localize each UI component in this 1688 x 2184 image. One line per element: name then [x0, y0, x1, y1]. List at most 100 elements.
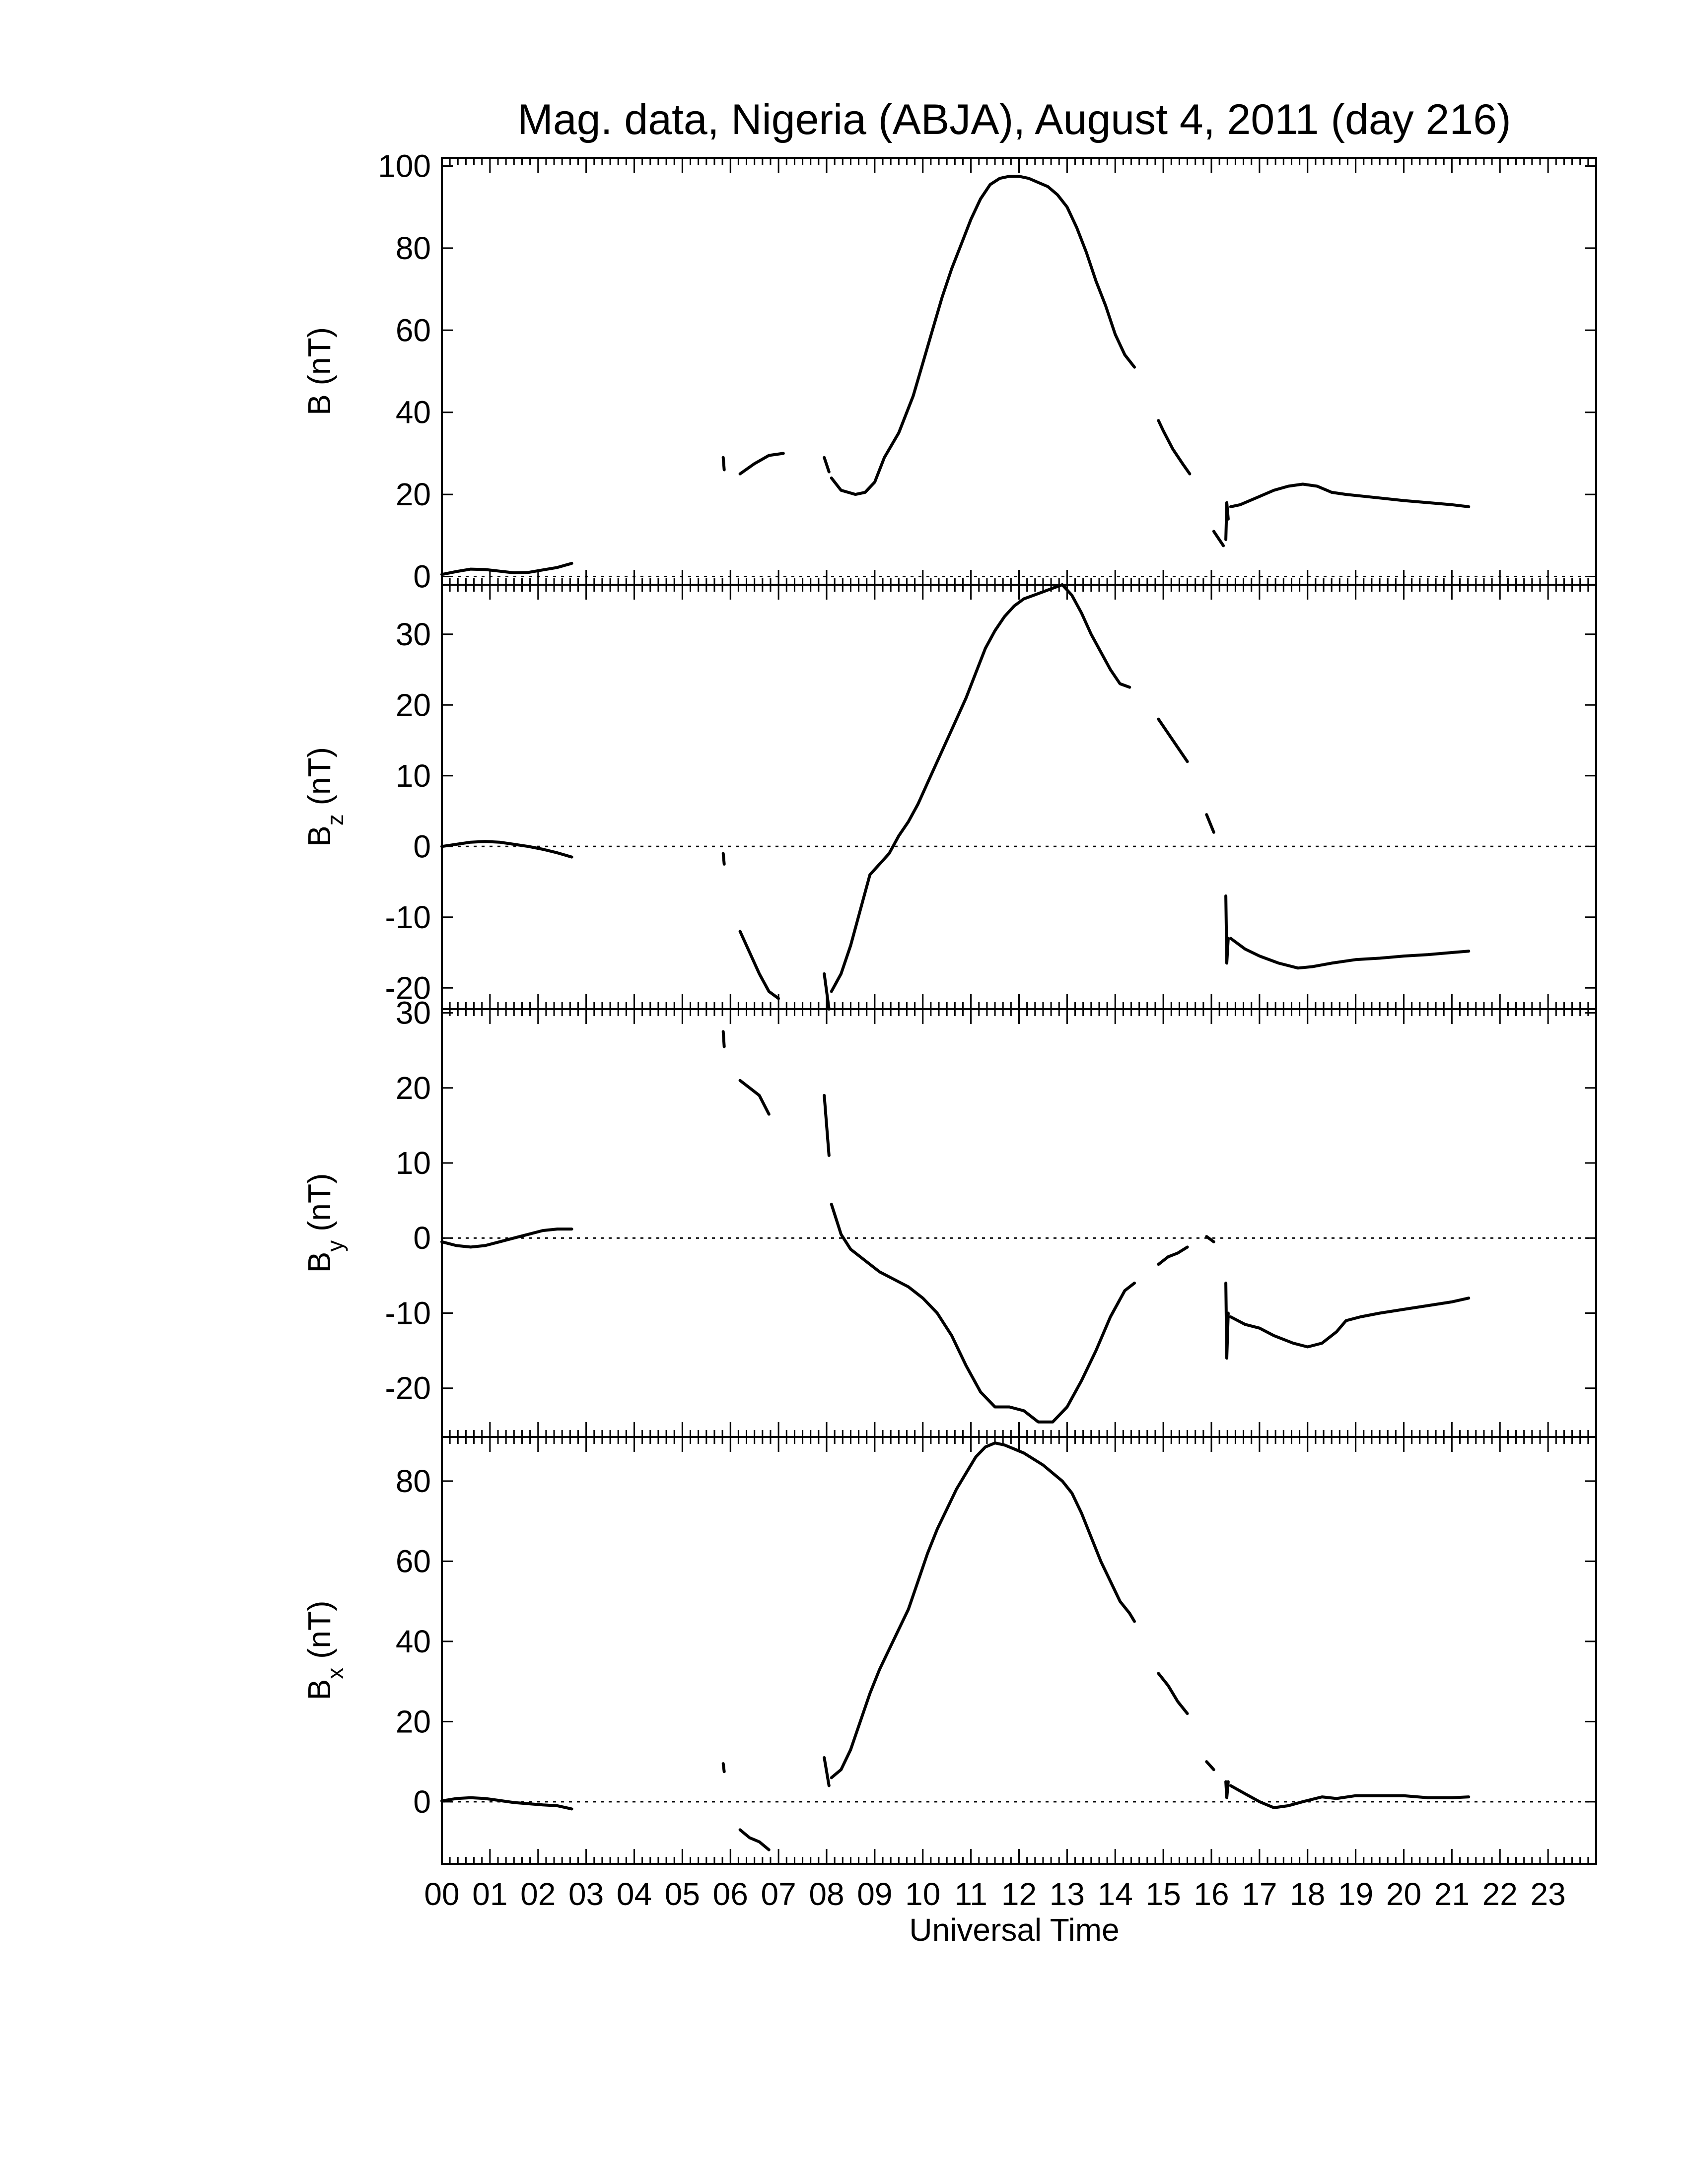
- x-tick-label: 18: [1290, 1876, 1325, 1912]
- y-tick-label: 80: [396, 230, 431, 266]
- series-line-segment: [721, 456, 726, 472]
- x-tick-label: 23: [1531, 1876, 1566, 1912]
- y-tick-label: 30: [396, 995, 431, 1031]
- series-line-segment: [1229, 1784, 1471, 1809]
- series-line-segment: [823, 1756, 831, 1787]
- y-tick-label: 60: [396, 1543, 431, 1579]
- x-tick-label: 08: [809, 1876, 844, 1912]
- series-line-segment: [1224, 1282, 1230, 1360]
- x-tick-labels: 00 01 02 03 04 05 06 07 08 09 10 11 12 13 14 15 16 17 18 19…: [424, 1876, 1565, 1912]
- series-line-segment: [1224, 894, 1230, 965]
- x-tick-label: 14: [1098, 1876, 1133, 1912]
- series-line-segment: [1229, 937, 1471, 970]
- y-tick-label: -10: [385, 1295, 431, 1331]
- series-line-segment: [1224, 1780, 1230, 1799]
- series-line-segment: [721, 1762, 726, 1774]
- panel-frame: [441, 1436, 1597, 1865]
- x-tick-label: 06: [713, 1876, 748, 1912]
- series-line-segment: [440, 840, 573, 859]
- x-tick-label: 15: [1146, 1876, 1181, 1912]
- series-line-segment: [1157, 1245, 1189, 1266]
- x-tick-label: 22: [1482, 1876, 1518, 1912]
- series-line-segment: [830, 1441, 1136, 1779]
- series-line-segment: [1157, 1672, 1189, 1715]
- panel-frame: [441, 584, 1597, 1010]
- y-tick-label: 60: [396, 312, 431, 348]
- y-axis-label: Bx (nT): [301, 1601, 348, 1701]
- series-line-segment: [1205, 1235, 1215, 1243]
- y-tick-label: 80: [396, 1463, 431, 1499]
- y-tick-label: -20: [385, 970, 431, 1006]
- y-tick-label: 40: [396, 395, 431, 430]
- x-tick-label: 11: [954, 1876, 987, 1912]
- x-tick-label: 12: [1001, 1876, 1037, 1912]
- series-line-segment: [721, 1030, 726, 1048]
- x-tick-label: 20: [1386, 1876, 1421, 1912]
- y-tick-label: 0: [413, 558, 431, 594]
- x-tick-label: 05: [665, 1876, 700, 1912]
- series-line-segment: [1205, 813, 1215, 834]
- series-line-segment: [823, 456, 831, 474]
- series-line-segment: [823, 972, 831, 1011]
- series-line-segment: [1229, 1297, 1471, 1349]
- series-line-segment: [1212, 530, 1225, 547]
- y-tick-label: 40: [396, 1624, 431, 1659]
- x-tick-label: 04: [617, 1876, 652, 1912]
- y-tick-label: 0: [413, 1220, 431, 1256]
- y-axis-label: B (nT): [301, 327, 337, 415]
- y-tick-label: 10: [396, 758, 431, 794]
- series-line-segment: [738, 930, 780, 1000]
- series-line-segment: [738, 452, 785, 476]
- x-tick-label: 10: [905, 1876, 940, 1912]
- x-tick-label: 07: [761, 1876, 796, 1912]
- x-tick-label: 17: [1242, 1876, 1277, 1912]
- y-tick-label: -10: [385, 899, 431, 935]
- series-line-segment: [1205, 1760, 1215, 1772]
- series-line-segment: [823, 1093, 831, 1157]
- series-line-segment: [1229, 482, 1471, 508]
- y-tick-label: 0: [413, 1784, 431, 1820]
- y-tick-label: 20: [396, 477, 431, 512]
- y-tick-label: 30: [396, 616, 431, 652]
- x-tick-label: 13: [1050, 1876, 1085, 1912]
- panel-3: 0 20 40 60 80 Bx (nT): [301, 1436, 1597, 1865]
- series-line-segment: [1157, 419, 1192, 476]
- panel-1: -20 -10 0 10 20 30 Bz (nT): [301, 583, 1597, 1011]
- x-tick-label: 16: [1194, 1876, 1229, 1912]
- series-line-segment: [738, 1828, 771, 1851]
- y-tick-label: 20: [396, 687, 431, 723]
- y-tick-label: 20: [396, 1704, 431, 1739]
- x-tick-label: 19: [1338, 1876, 1373, 1912]
- panel-2: -20 -10 0 10 20 30 By (nT): [301, 995, 1597, 1438]
- y-tick-label: 0: [413, 828, 431, 864]
- y-tick-label: 10: [396, 1145, 431, 1181]
- x-tick-label: 01: [472, 1876, 507, 1912]
- x-tick-label: 00: [424, 1876, 459, 1912]
- series-line-segment: [830, 1203, 1136, 1424]
- y-axis-label: Bz (nT): [301, 747, 348, 847]
- series-line-segment: [1224, 501, 1230, 541]
- series-line-segment: [440, 562, 573, 576]
- x-tick-label: 21: [1434, 1876, 1470, 1912]
- panel-frame: [441, 1008, 1597, 1438]
- series-line-segment: [440, 1228, 573, 1249]
- series-line-segment: [830, 583, 1131, 993]
- x-tick-label: 03: [568, 1876, 604, 1912]
- y-tick-label: 20: [396, 1070, 431, 1106]
- y-axis-label: By (nT): [301, 1173, 348, 1273]
- x-tick-label: 09: [857, 1876, 892, 1912]
- series-line-segment: [440, 1796, 573, 1811]
- y-tick-label: -20: [385, 1370, 431, 1406]
- x-axis-label: Universal Time: [909, 1912, 1119, 1948]
- series-line-segment: [830, 175, 1136, 496]
- series-line-segment: [738, 1079, 771, 1116]
- x-tick-label: 02: [520, 1876, 556, 1912]
- chart-title: Mag. data, Nigeria (ABJA), August 4, 201…: [517, 96, 1511, 143]
- series-line-segment: [721, 852, 726, 866]
- series-line-segment: [1157, 717, 1189, 763]
- panel-0: 0 20 40 60 80 100 B (nT): [301, 148, 1597, 594]
- panel-frame: [441, 157, 1597, 586]
- y-tick-label: 100: [378, 148, 431, 184]
